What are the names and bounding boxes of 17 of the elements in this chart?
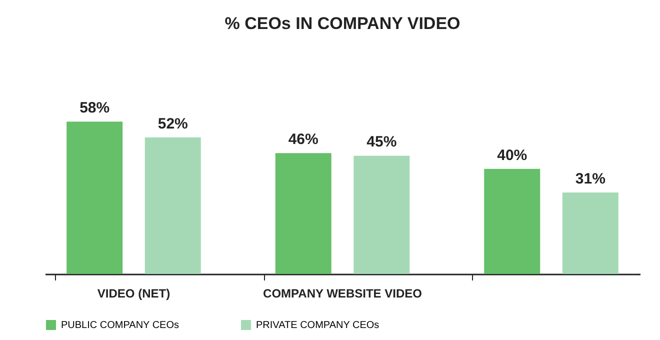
data-label: 52% bbox=[158, 115, 188, 132]
legend-label: PUBLIC COMPANY CEOs bbox=[61, 320, 179, 331]
bar bbox=[484, 168, 540, 274]
bar bbox=[66, 122, 123, 274]
data-label: 58% bbox=[80, 100, 110, 117]
data-label: 40% bbox=[497, 146, 528, 164]
x-tick-label: COMPANY WEBSITE VIDEO bbox=[263, 286, 422, 300]
bar bbox=[562, 192, 618, 274]
bar bbox=[144, 137, 201, 274]
data-label: 46% bbox=[288, 131, 318, 148]
legend-label: PRIVATE COMPANY CEOs bbox=[256, 320, 380, 331]
chart-title: % CEOs IN COMPANY VIDEO bbox=[224, 14, 460, 33]
x-tick-label: VIDEO (NET) bbox=[97, 286, 170, 300]
bar bbox=[275, 153, 332, 274]
data-label: 31% bbox=[575, 170, 606, 188]
bar bbox=[354, 156, 410, 274]
data-label: 45% bbox=[366, 134, 397, 151]
